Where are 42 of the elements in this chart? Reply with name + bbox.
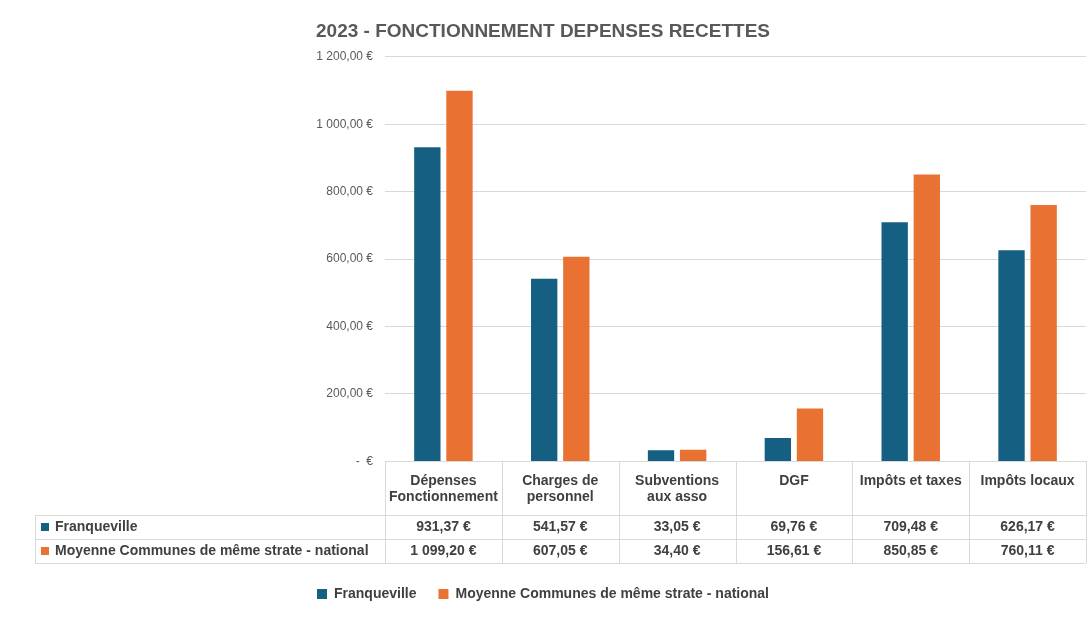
- bar: [764, 437, 792, 461]
- bar: [647, 450, 675, 461]
- chart-title: 2023 - FONCTIONNEMENT DEPENSES RECETTES: [316, 19, 770, 41]
- data-label: 709,48 €: [883, 517, 939, 534]
- x-tick-label: DGF: [779, 471, 810, 488]
- data-label: 69,76 €: [770, 517, 818, 534]
- bar: [1030, 205, 1057, 461]
- text: Moyenne Communes de même strate - national: [455, 584, 770, 601]
- legend-label: Franqueville: [334, 584, 417, 601]
- text: Franqueville: [55, 517, 138, 534]
- bar: [414, 147, 441, 461]
- x-tick-label: Dépenses Fonctionnement: [388, 471, 499, 505]
- data-label: 607,05 €: [533, 541, 588, 558]
- bar: [881, 222, 908, 461]
- bar: [998, 250, 1025, 461]
- x-tick-label: Charges de personnel: [522, 471, 599, 505]
- data-label: 931,37 €: [416, 517, 471, 534]
- data-label: 541,57 €: [533, 517, 588, 534]
- bar: [531, 278, 558, 461]
- bar: [796, 408, 824, 461]
- data-label: 34,40 €: [653, 541, 701, 558]
- data-label: 1 099,20 €: [410, 541, 477, 558]
- bar: [446, 90, 473, 461]
- y-tick-label: 1 000,00 €: [316, 116, 374, 131]
- data-label: 760,11 €: [1000, 541, 1055, 558]
- data-label: 626,17 €: [1000, 517, 1056, 534]
- y-tick-label: 200,00 €: [326, 386, 374, 401]
- bar: [679, 449, 707, 461]
- y-tick-label: 800,00 €: [326, 183, 374, 198]
- y-tick-label: 400,00 €: [326, 318, 374, 333]
- bar: [563, 256, 590, 461]
- x-tick-label: Subventions aux asso: [635, 471, 720, 505]
- y-tick-label: - €: [355, 453, 374, 468]
- legend-label: Moyenne Communes de même strate - national: [55, 541, 369, 558]
- y-tick-label: 1 200,00 €: [316, 49, 374, 64]
- data-label: 156,61 €: [766, 541, 822, 558]
- x-tick-label: Impôts locaux: [980, 471, 1075, 488]
- bar: [913, 174, 940, 461]
- x-tick-label: Impôts et taxes: [859, 471, 962, 488]
- data-label: 33,05 €: [653, 517, 701, 534]
- data-label: 850,85 €: [883, 541, 939, 558]
- y-tick-label: 600,00 €: [326, 251, 374, 266]
